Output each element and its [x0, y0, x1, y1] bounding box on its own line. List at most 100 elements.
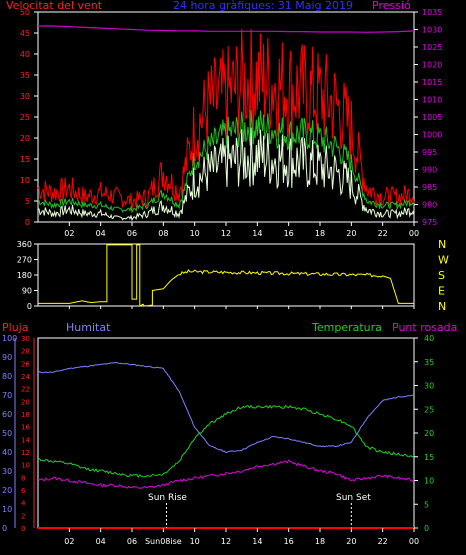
direction-y-tick-label: 270 [17, 256, 32, 265]
rain-y-tick-label: 14 [21, 436, 30, 444]
rain-y-tick-label: 28 [21, 348, 30, 356]
wind-x-tick-label: 04 [96, 229, 106, 238]
temp-y-tick-label: 15 [424, 453, 434, 462]
sun-set-label: Sun Set [336, 493, 371, 503]
humidity-x-tick-label: 22 [378, 537, 388, 546]
chart-title: 24 hora gràfiques: 31 Maig 2019 [173, 0, 353, 12]
wind-x-tick-label: 18 [315, 229, 325, 238]
wind-speed-line [37, 127, 415, 222]
compass-label: N [438, 300, 446, 313]
pressure-y-tick-label: 990 [422, 166, 437, 175]
wind-y-tick-label: 35 [20, 71, 30, 80]
temp-y-tick-label: 5 [424, 500, 429, 509]
rain-y-tick-label: 30 [21, 335, 30, 343]
temp-y-tick-label: 30 [424, 382, 434, 391]
direction-y-tick-label: 90 [22, 287, 32, 296]
pressure-y-tick-label: 975 [422, 218, 437, 227]
wind-gust-line [37, 28, 415, 210]
wind-y-tick-label: 50 [20, 8, 30, 17]
rain-y-tick-label: 0 [21, 525, 25, 533]
temp-y-tick-label: 25 [424, 405, 434, 414]
rain-y-tick-label: 6 [21, 487, 26, 495]
humidity-x-tick-label: Sun08ise [145, 537, 182, 546]
humidity-y-tick-label: 30 [2, 467, 12, 476]
temp-y-tick-label: 35 [424, 358, 434, 367]
rain-y-tick-label: 12 [21, 449, 30, 457]
wind-y-tick-label: 15 [20, 155, 30, 164]
humidity-y-tick-label: 80 [2, 372, 12, 381]
wind-y-tick-label: 25 [20, 113, 30, 122]
rain-y-tick-label: 10 [21, 462, 30, 470]
rain-y-tick-label: 26 [21, 360, 30, 368]
humidity-y-tick-label: 20 [2, 486, 12, 495]
humidity-y-tick-label: 40 [2, 448, 12, 457]
rain-y-tick-label: 18 [21, 411, 30, 419]
humidity-x-tick-label: 00 [409, 537, 419, 546]
wind-y-tick-label: 20 [20, 134, 30, 143]
pressure-y-tick-label: 985 [422, 183, 437, 192]
humidity-y-tick-label: 70 [2, 391, 12, 400]
rain-y-tick-label: 20 [21, 398, 30, 406]
wind-y-tick-label: 5 [25, 197, 30, 206]
pressure-y-tick-label: 1025 [422, 43, 442, 52]
humidity-y-tick-label: 10 [2, 505, 12, 514]
temp-y-tick-label: 20 [424, 429, 434, 438]
wind-y-tick-label: 40 [20, 50, 30, 59]
rain-y-tick-label: 8 [21, 474, 25, 482]
humidity-x-tick-label: 14 [252, 537, 262, 546]
wind-ylabel-right: Pressió [372, 0, 411, 12]
legend-temperatura: Temperatura [311, 321, 382, 334]
wind-x-tick-label: 02 [64, 229, 74, 238]
temp-y-tick-label: 40 [424, 334, 434, 343]
direction-plot-frame [37, 243, 415, 307]
pressure-y-tick-label: 1000 [422, 131, 442, 140]
wind-x-tick-label: 06 [127, 229, 137, 238]
compass-label: S [438, 269, 445, 282]
humidity-x-tick-label: 12 [221, 537, 231, 546]
dew-point-line [37, 459, 415, 489]
rain-y-tick-label: 2 [21, 512, 25, 520]
legend-pluja: Pluja [2, 321, 28, 334]
wind-average-line [37, 109, 415, 214]
humidity-x-tick-label: 04 [96, 537, 106, 546]
humidity-x-tick-label: 10 [190, 537, 200, 546]
legend-humitat: Humitat [66, 321, 111, 334]
humidity-y-tick-label: 0 [2, 524, 7, 533]
humidity-x-tick-label: 20 [346, 537, 356, 546]
humidity-y-tick-label: 50 [2, 429, 12, 438]
wind-x-tick-label: 10 [190, 229, 200, 238]
direction-y-tick-label: 0 [27, 302, 32, 311]
wind-y-tick-label: 30 [20, 92, 30, 101]
humidity-x-tick-label: 18 [315, 537, 325, 546]
sun-rise-label: Sun Rise [148, 493, 187, 503]
wind-x-tick-label: 14 [252, 229, 262, 238]
direction-y-tick-label: 360 [17, 240, 32, 249]
humidity-x-tick-label: 16 [284, 537, 294, 546]
humidity-y-tick-label: 100 [2, 334, 17, 343]
wind-y-tick-label: 45 [20, 29, 30, 38]
wind-x-tick-label: 08 [158, 229, 168, 238]
rain-y-tick-label: 16 [21, 424, 30, 432]
wind-x-tick-label: 12 [221, 229, 231, 238]
wind-ylabel-left: Velocitat del vent [6, 0, 103, 12]
humidity-y-tick-label: 60 [2, 410, 12, 419]
temp-y-tick-label: 0 [424, 524, 429, 533]
pressure-y-tick-label: 1015 [422, 78, 442, 87]
pressure-y-tick-label: 995 [422, 148, 437, 157]
humidity-x-tick-label: 02 [64, 537, 74, 546]
rain-y-tick-label: 24 [21, 373, 30, 381]
compass-label: E [438, 285, 445, 298]
pressure-line [38, 25, 415, 33]
wind-y-tick-label: 0 [25, 218, 30, 227]
wind-x-tick-label: 00 [409, 229, 419, 238]
wind-direction-line [38, 244, 414, 307]
pressure-y-tick-label: 1020 [422, 61, 442, 70]
legend-punt-rosada: Punt rosada [392, 321, 457, 334]
compass-label: N [438, 238, 446, 251]
pressure-y-tick-label: 1010 [422, 96, 442, 105]
wind-x-tick-label: 16 [284, 229, 294, 238]
pressure-y-tick-label: 1035 [422, 8, 442, 17]
rain-y-tick-label: 22 [21, 386, 30, 394]
pressure-y-tick-label: 1030 [422, 26, 442, 35]
